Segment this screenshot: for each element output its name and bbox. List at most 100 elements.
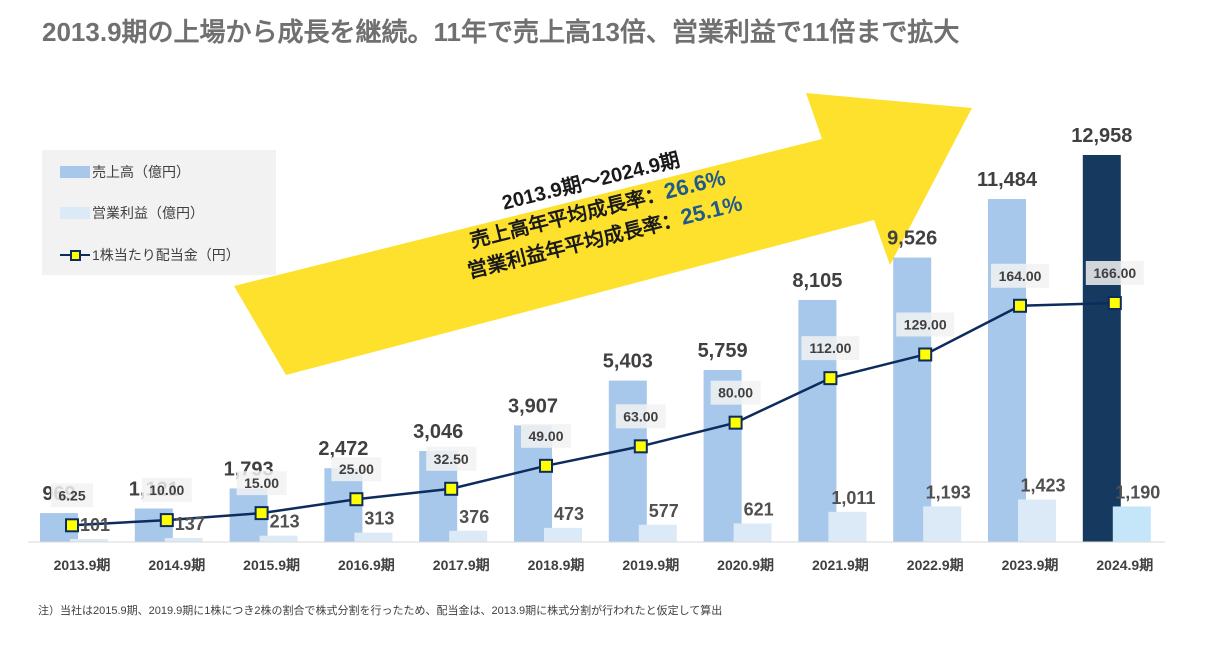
x-tick-label: 2024.9期 [1096,557,1153,573]
operating-profit-value-label: 1,011 [831,488,875,508]
dividend-line [65,296,1122,533]
operating-profit-bar [544,527,582,542]
dividend-value-label: 166.00 [1093,265,1136,281]
operating-profit-bar [1112,506,1151,542]
operating-profit-value-label: 1,423 [1020,476,1065,496]
dividend-label-bg [51,483,93,508]
sales-bar [1082,155,1121,542]
dividend-swatch [60,249,90,261]
dividend-label-bg [331,457,382,482]
sales-data-labels: 9691,1211,7932,4723,0463,9075,4035,7598,… [42,125,1132,505]
operating-profit-value-label: 1,193 [926,482,971,502]
dividend-label-bg [141,478,192,503]
dividend-point [159,513,174,528]
dividend-point [823,371,838,386]
x-tick-label: 2014.9期 [148,557,205,573]
operating-profit-bar [828,511,867,542]
dividend-label-bg [426,446,477,471]
dividend-label-bg [521,423,571,448]
legend-div-label: 1株当たり配当金（円） [92,247,240,263]
operating-profit-bars [70,499,1151,542]
dividend-label-bg [991,263,1049,288]
operating-profit-value-label: 137 [175,514,205,534]
sales-bar [988,199,1026,542]
dividend-point [633,439,648,454]
operating-profit-bar [638,524,677,542]
dividend-value-label: 15.00 [244,475,279,491]
dividend-point [539,458,553,473]
dividend-value-label: 129.00 [904,316,947,332]
operating-profit-value-label: 213 [270,512,300,532]
x-tick-label: 2023.9期 [1002,557,1059,573]
sales-value-label: 12,958 [1071,125,1132,147]
x-tick-label: 2022.9期 [907,557,964,573]
operating-profit-value-label: 621 [744,499,774,519]
dividend-point [349,492,364,507]
chart-legend: 売上高（億円） 営業利益（億円） 1株当たり配当金（円） [42,150,276,275]
page-title: 2013.9期の上場から成長を継続。11年で売上高13倍、営業利益で11倍まで拡… [42,17,960,47]
sales-value-label: 5,403 [603,351,653,373]
sales-value-label: 3,046 [413,421,463,443]
dividend-data-labels: 6.25 10.00 15.00 25.00 32.50 49.00 63.00 80.00 1… [51,261,1144,508]
x-tick-label: 2018.9期 [528,557,585,573]
sales-value-label: 9,526 [887,227,937,249]
sales-value-label: 11,484 [977,169,1038,191]
dividend-label-bg [896,312,955,337]
operating-profit-bar [733,523,772,542]
dividend-point [918,347,933,362]
x-tick-label: 2015.9期 [243,557,300,573]
dividend-point [728,415,743,430]
dividend-point [444,481,459,496]
sales-swatch [60,166,90,178]
operating-profit-bar [923,506,962,542]
operating-profit-bar [70,538,108,542]
operating-profit-bar [354,532,393,542]
operating-profit-bar [449,530,488,542]
legend-item-op: 営業利益（億円） [60,203,204,223]
x-tick-label: 2019.9期 [622,557,679,573]
dividend-series-line [71,301,1115,527]
dividend-value-label: 164.00 [999,268,1042,284]
dividend-value-label: 112.00 [809,340,851,356]
dividend-label-bg [801,336,860,361]
dividend-value-label: 63.00 [623,408,658,424]
x-tick-label: 2017.9期 [433,557,490,573]
dividend-point [1107,296,1122,310]
x-tick-label: 2016.9期 [338,557,395,573]
dividend-point [65,518,79,533]
sales-value-label: 5,759 [698,340,748,362]
growth-arrow [234,93,972,375]
sales-bar [893,257,932,542]
x-tick-label: 2021.9期 [812,557,869,573]
dividend-point [1013,298,1027,313]
dividend-point [254,506,269,521]
operating-profit-bar [259,535,298,542]
dividend-value-label: 32.50 [434,451,469,467]
x-tick-label: 2020.9期 [717,557,774,573]
dividend-value-label: 6.25 [58,487,85,503]
dividend-label-bg [236,471,287,496]
operating-profit-value-label: 473 [554,504,584,524]
dividend-label-bg [710,380,761,405]
operating-profit-value-label: 376 [459,507,489,527]
operating-profit-swatch [60,207,90,219]
operating-profit-value-label: 101 [80,515,110,535]
legend-op-label: 営業利益（億円） [92,205,204,221]
sales-value-label: 2,472 [318,438,368,460]
x-tick-label: 2013.9期 [54,557,111,573]
legend-item-div: 1株当たり配当金（円） [60,245,240,265]
dividend-value-label: 80.00 [718,385,753,401]
x-axis-tick-labels: 2013.9期 2014.9期 2015.9期 2016.9期 2017.9期 2018.… [54,557,1154,573]
dividend-value-label: 10.00 [149,482,184,498]
operating-profit-bar [164,537,203,542]
legend-sales-label: 売上高（億円） [92,164,190,180]
sales-value-label: 8,105 [792,270,842,292]
operating-profit-value-label: 577 [649,501,679,521]
dividend-label-bg [1085,261,1144,285]
operating-profit-data-labels: 101 137 213 313 376 473 577 621 1,011 1,193 1,423 1… [80,476,1160,535]
operating-profit-bar [1018,499,1056,542]
legend-item-sales: 売上高（億円） [60,162,190,182]
dividend-value-label: 25.00 [339,461,374,477]
operating-profit-value-label: 313 [364,509,394,529]
